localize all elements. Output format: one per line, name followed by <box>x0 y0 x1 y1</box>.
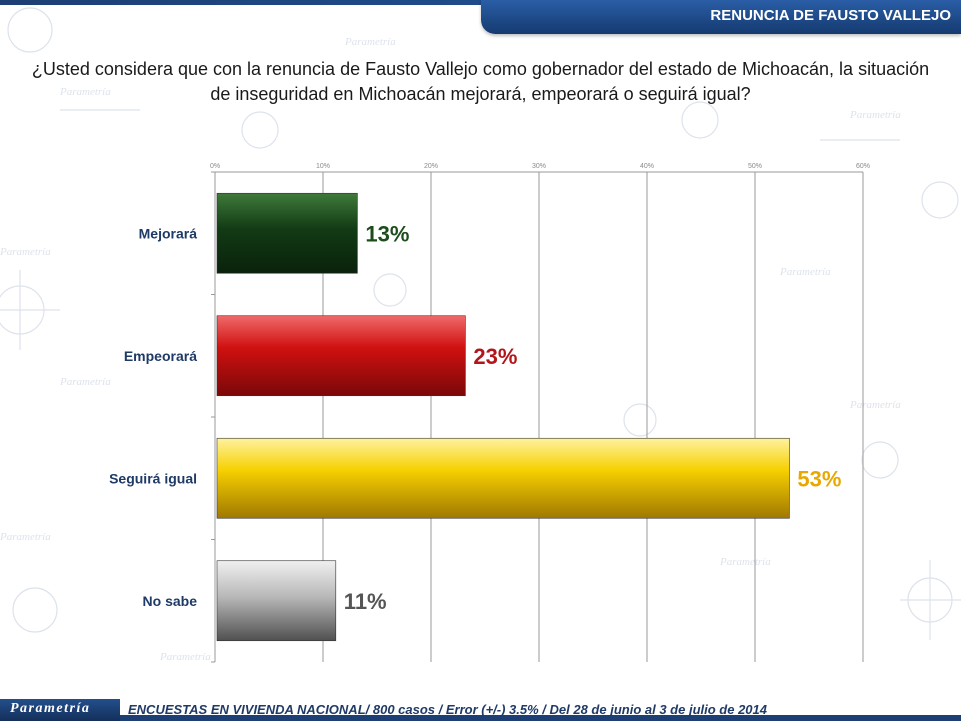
x-tick-label: 10% <box>316 163 330 170</box>
svg-text:Parametría: Parametría <box>59 376 111 388</box>
svg-text:Parametría: Parametría <box>719 556 771 568</box>
category-label: Mejorará <box>139 225 198 241</box>
bar-seguir-igual <box>216 437 790 519</box>
x-tick-label: 30% <box>532 163 546 170</box>
survey-methodology-note: ENCUESTAS EN VIVIENDA NACIONAL/ 800 caso… <box>128 702 767 717</box>
category-label: Seguirá igual <box>109 470 197 486</box>
category-label: No sabe <box>143 593 198 609</box>
svg-text:Parametría: Parametría <box>159 651 211 663</box>
value-label: 23% <box>473 344 517 369</box>
bar-empeorar- <box>216 315 466 397</box>
x-tick-label: 60% <box>856 163 870 170</box>
svg-text:Parametría: Parametría <box>849 399 901 411</box>
value-label: 53% <box>797 466 841 491</box>
bar-no-sabe <box>216 560 337 642</box>
x-tick-label: 0% <box>210 163 220 170</box>
footer-bar <box>120 715 961 721</box>
svg-text:Parametría: Parametría <box>344 36 396 48</box>
x-tick-label: 50% <box>748 163 762 170</box>
svg-text:Parametría: Parametría <box>779 266 831 278</box>
bar-mejorar- <box>216 192 358 274</box>
header-tab: RENUNCIA DE FAUSTO VALLEJO <box>481 0 961 34</box>
svg-text:Parametría: Parametría <box>0 531 51 543</box>
logo-text: Parametría <box>10 701 91 716</box>
x-tick-label: 40% <box>640 163 654 170</box>
value-label: 11% <box>344 589 387 614</box>
svg-text:Parametría: Parametría <box>59 86 111 98</box>
svg-text:Parametría: Parametría <box>849 109 901 121</box>
svg-text:Parametría: Parametría <box>0 246 51 258</box>
top-accent-bar <box>0 0 961 5</box>
parametria-logo: Parametría <box>0 699 120 721</box>
survey-question: ¿Usted considera que con la renuncia de … <box>31 59 930 104</box>
category-label: Empeorará <box>124 348 197 364</box>
header-title: RENUNCIA DE FAUSTO VALLEJO <box>710 7 951 24</box>
value-label: 13% <box>365 221 409 246</box>
x-tick-label: 20% <box>424 163 438 170</box>
